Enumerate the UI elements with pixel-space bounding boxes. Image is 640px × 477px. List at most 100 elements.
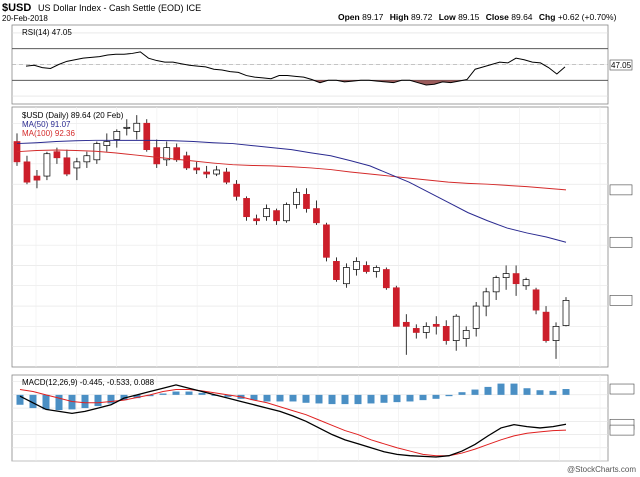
candle-down [333, 261, 340, 281]
candle-down [203, 171, 211, 175]
candle-up [123, 126, 131, 129]
macd-hist-bar [380, 394, 388, 403]
candle-down [402, 321, 410, 327]
candle-down [412, 328, 420, 333]
header-exchange: ICE [186, 3, 201, 13]
macd-hist-bar [276, 394, 284, 402]
candle-up [213, 169, 220, 175]
price-legend-ma100: MA(100) 92.36 [22, 129, 75, 138]
candle-up [472, 305, 480, 329]
candle-up [452, 315, 460, 341]
header-name-text: US Dollar Index - Cash Settle (EOD) [38, 3, 184, 13]
watermark: @StockCharts.com [567, 465, 636, 474]
candle-up [103, 141, 111, 146]
candle-up [133, 122, 141, 132]
macd-hist-bar [562, 389, 570, 395]
macd-frame [11, 374, 609, 462]
candle-up [552, 326, 560, 341]
macd-hist-bar [549, 390, 557, 395]
macd-last-labels [609, 383, 635, 436]
candle-down [193, 167, 201, 171]
candle-up [502, 273, 510, 278]
candle-down [392, 287, 400, 327]
candle-up [263, 208, 270, 218]
macd-hist-bar [419, 394, 427, 401]
price-grid [12, 107, 608, 367]
rsi-last-box [609, 59, 633, 71]
candle-down [143, 122, 151, 151]
candle-up [343, 267, 350, 285]
macd-hist-bar [107, 394, 115, 404]
candle-up [482, 291, 490, 307]
rsi-grid [12, 32, 608, 97]
candle-up [83, 155, 91, 163]
price-panel: $USD (Daily) 89.64 (20 Feb) MA(50) 91.07… [11, 106, 633, 368]
candle-down [323, 224, 330, 258]
price-marks [13, 115, 570, 359]
macd-line [19, 384, 567, 458]
low-value: 89.15 [458, 12, 480, 22]
macd-hist-bar [159, 393, 167, 395]
macd-grid [12, 375, 608, 462]
macd-hist-bar [406, 394, 414, 402]
price-frame [11, 106, 609, 368]
macd-hist-bar [29, 394, 37, 409]
last-box-ma100 [609, 184, 633, 196]
close-label: Close [486, 12, 509, 22]
macd-hist-bar [354, 394, 362, 405]
candle-down [233, 183, 240, 197]
macd-last-box-signal [609, 424, 635, 436]
rsi-line [25, 51, 566, 86]
macd-hist-bar [536, 390, 544, 395]
rsi-last-label: 47.05 [611, 61, 632, 70]
candle-down [183, 155, 191, 169]
candle-down [153, 147, 161, 165]
macd-hist-bar [224, 394, 232, 397]
low-label: Low [439, 12, 456, 22]
macd-hist-bar [289, 394, 297, 402]
open-value: 89.17 [362, 12, 384, 22]
macd-hist-bar [133, 394, 141, 399]
candle-up [113, 131, 121, 140]
macd-hist-bar [81, 394, 89, 409]
candle-down [442, 326, 450, 341]
header-ohlc: Open 89.17 High 89.72 Low 89.15 Close 89… [338, 12, 617, 22]
candle-up [422, 326, 430, 333]
macd-marks [16, 383, 570, 458]
candle-up [73, 161, 81, 169]
candle-up [462, 330, 470, 339]
macd-hist-bar [393, 394, 401, 403]
candle-down [173, 147, 181, 161]
macd-hist-bar [445, 394, 453, 397]
high-label: High [390, 12, 409, 22]
candle-down [273, 210, 280, 222]
macd-hist-bar [497, 383, 505, 395]
header-date: 20-Feb-2018 [2, 14, 48, 23]
macd-hist-bar [94, 394, 102, 407]
candle-down [223, 171, 230, 183]
header-name: US Dollar Index - Cash Settle (EOD) ICE [38, 3, 201, 13]
macd-panel: MACD(12,26,9) -0.445, -0.533, 0.088 [11, 374, 635, 462]
price-last-labels [609, 184, 633, 306]
candle-down [432, 323, 440, 327]
macd-hist-bar [263, 394, 271, 402]
candle-down [253, 218, 260, 222]
macd-hist-bar [185, 391, 193, 395]
open-label: Open [338, 12, 360, 22]
macd-hist-bar [55, 394, 63, 411]
candle-down [363, 265, 370, 272]
high-value: 89.72 [411, 12, 433, 22]
ma50-line [16, 139, 567, 243]
header-symbol: $USD [2, 2, 31, 14]
candle-down [63, 157, 71, 175]
candle-down [33, 175, 41, 181]
macd-hist-bar [16, 394, 24, 405]
close-value: 89.64 [511, 12, 533, 22]
last-box-close [609, 295, 633, 306]
rsi-panel: RSI(14) 47.05 47.05 [11, 24, 633, 105]
macd-hist-bar [68, 394, 76, 410]
candle-down [512, 273, 520, 285]
candle-up [372, 267, 380, 272]
macd-hist-bar [172, 391, 180, 395]
